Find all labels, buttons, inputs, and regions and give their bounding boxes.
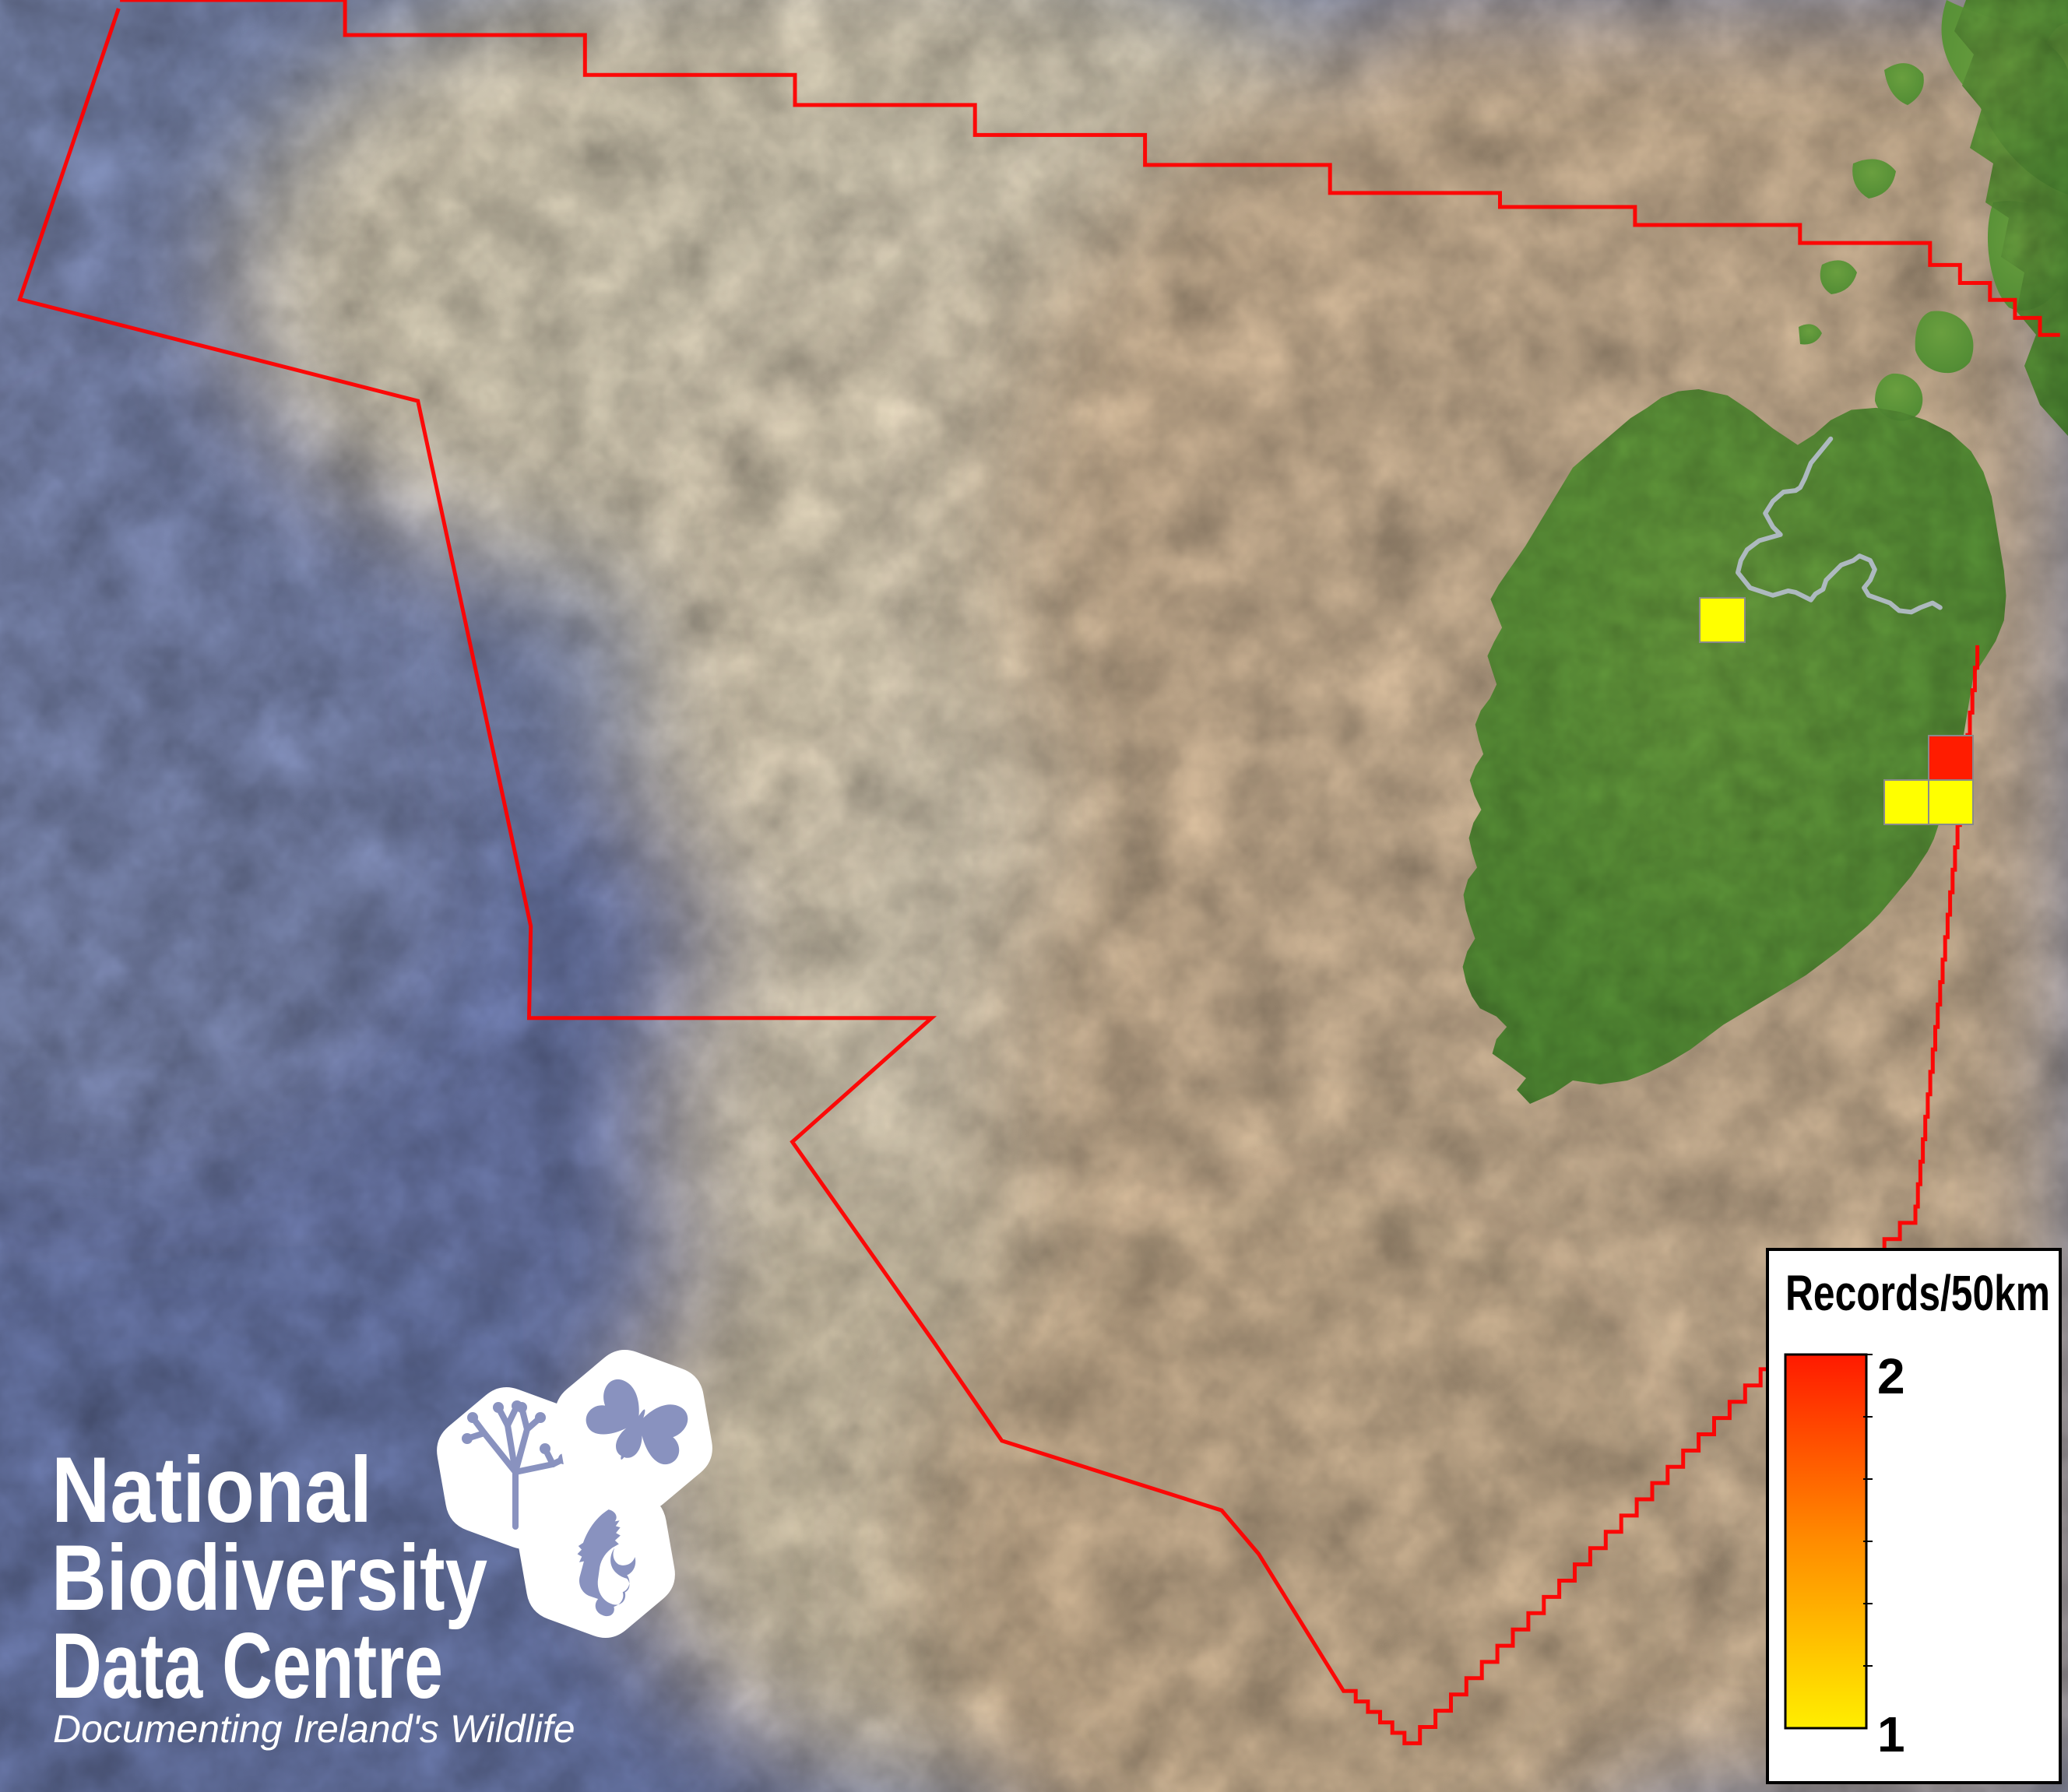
svg-text:2: 2 [1877,1348,1905,1404]
svg-text:Data Centre: Data Centre [51,1614,443,1718]
svg-text:Records/50km: Records/50km [1785,1265,2050,1321]
svg-text:1: 1 [1877,1706,1905,1762]
svg-text:Documenting Ireland's Wildlife: Documenting Ireland's Wildlife [53,1707,575,1751]
